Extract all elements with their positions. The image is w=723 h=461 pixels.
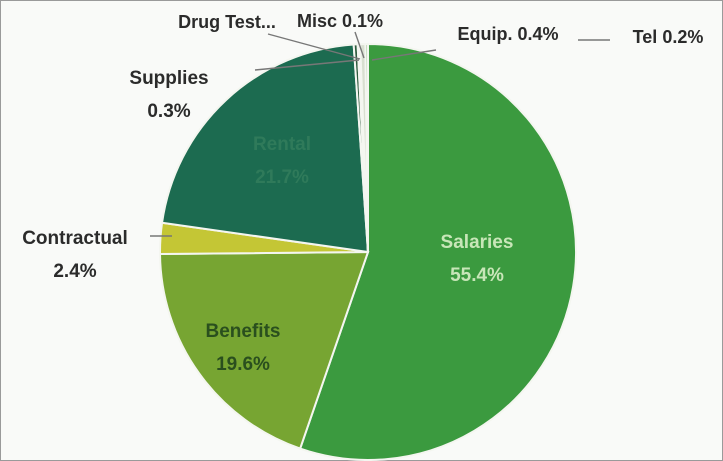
label-benefits-value: 19.6%	[216, 354, 270, 375]
label-salaries-value: 55.4%	[450, 265, 504, 286]
label-supplies-value: 0.3%	[147, 101, 190, 122]
label-salaries-name: Salaries	[441, 232, 514, 253]
label-equip: Equip. 0.4%	[457, 24, 558, 44]
leader-misc	[354, 31, 365, 59]
label-supplies-name: Supplies	[129, 68, 208, 89]
leader-equip	[371, 49, 437, 61]
label-contractual-value: 2.4%	[53, 261, 96, 282]
label-tel: Tel 0.2%	[633, 27, 704, 47]
label-misc: Misc 0.1%	[297, 11, 383, 31]
label-benefits-name: Benefits	[206, 321, 281, 342]
label-rental-name: Rental	[253, 134, 311, 155]
pie-slice-salaries	[298, 42, 577, 461]
label-contractual-name: Contractual	[22, 228, 128, 249]
pie-slice-tel	[364, 42, 369, 253]
leader-supplies	[254, 59, 360, 71]
label-drug-test-name: Drug Test...	[178, 12, 276, 32]
leader-drug-test	[267, 33, 361, 60]
pie-slice-benefits	[158, 250, 370, 450]
label-rental-value: 21.7%	[255, 167, 309, 188]
